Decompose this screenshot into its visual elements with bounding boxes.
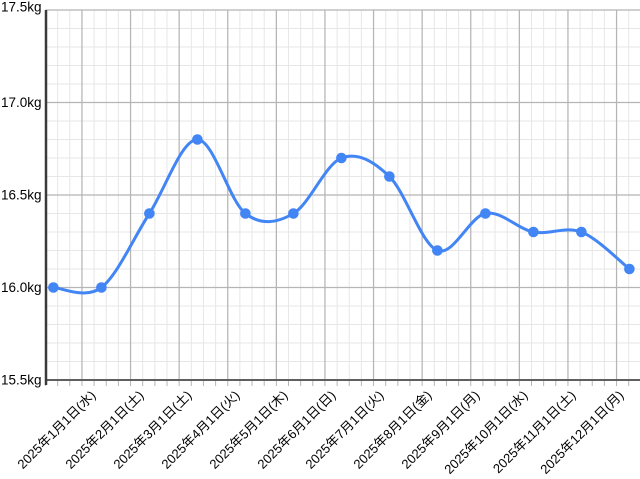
data-point-8[interactable] (432, 245, 443, 256)
x-axis-tick-label: 2025年11月1日(土) (490, 388, 579, 477)
x-axis-ticks (45, 381, 630, 386)
data-point-7[interactable] (384, 171, 395, 182)
x-axis-tick-label: 2025年12月1日(月) (537, 388, 626, 477)
data-point-9[interactable] (480, 208, 491, 219)
data-point-0[interactable] (48, 282, 59, 293)
data-point-5[interactable] (288, 208, 299, 219)
y-axis-tick-label: 17.0kg (1, 95, 42, 110)
y-axis-tick-label: 17.5kg (1, 0, 42, 15)
data-point-6[interactable] (336, 152, 347, 164)
data-point-10[interactable] (528, 226, 539, 238)
y-axis-tick-label: 16.0kg (1, 280, 42, 295)
grid-minor (45, 10, 640, 380)
data-point-2[interactable] (144, 208, 155, 219)
data-point-1[interactable] (96, 282, 107, 293)
y-axis-tick-label: 15.5kg (1, 373, 42, 388)
x-axis-tick-label: 2025年10月1日(水) (441, 388, 530, 477)
y-axis-tick-label: 16.5kg (1, 188, 42, 203)
x-axis-tick-label: 2025年1月1日(水) (14, 388, 98, 472)
data-point-11[interactable] (576, 226, 587, 238)
data-point-12[interactable] (624, 263, 635, 275)
data-point-4[interactable] (240, 208, 251, 219)
data-point-3[interactable] (192, 134, 203, 145)
